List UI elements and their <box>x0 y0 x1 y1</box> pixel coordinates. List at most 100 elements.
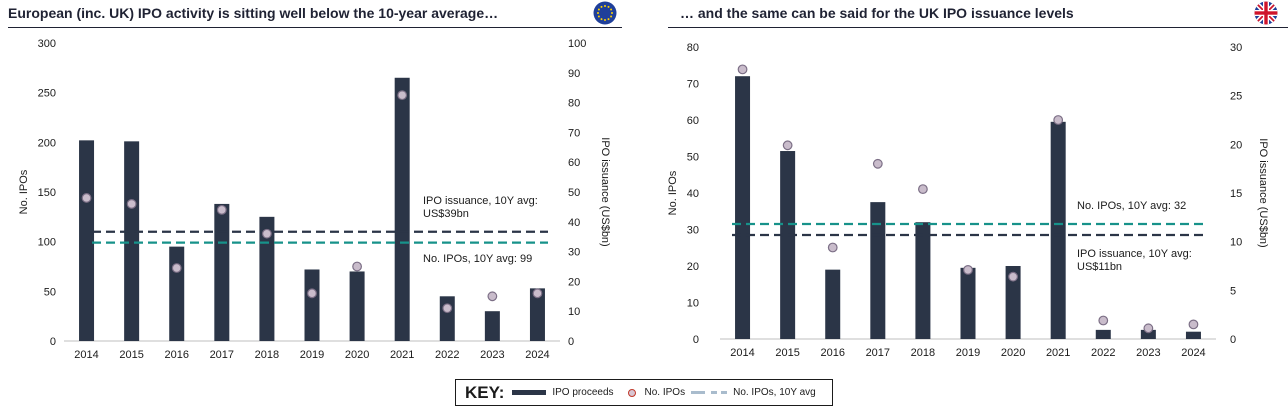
y-left-tick-label: 150 <box>38 187 56 199</box>
dot-no-ipos <box>262 228 272 239</box>
y-right-tick-label: 10 <box>568 306 580 318</box>
y-right-axis-title: IPO issuance (US$bn) <box>1257 138 1269 247</box>
key-item-no-ipos-avg: No. IPOs, 10Y avg <box>691 387 816 398</box>
key-label: IPO proceeds <box>552 387 614 398</box>
y-right-tick-label: 30 <box>1230 42 1242 54</box>
bar-swatch-icon <box>512 390 547 395</box>
bar-ipo-proceeds <box>304 269 320 341</box>
y-right-tick-label: 0 <box>1230 334 1236 346</box>
left-chart: 0 50 100 150 200 250 300 0 10 20 30 40 50 60 70 80 90 100… <box>18 38 611 361</box>
dot-no-ipos <box>442 303 453 314</box>
y-right-tick-label: 0 <box>568 336 574 348</box>
x-tick-label: 2022 <box>1091 347 1115 359</box>
y-right-tick-label: 20 <box>568 276 580 288</box>
uk-flag-icon <box>1254 1 1278 25</box>
dot-no-ipos <box>352 261 362 272</box>
dot-no-ipos <box>1143 323 1154 334</box>
reference-line-label: IPO issuance, 10Y avg: <box>1077 248 1192 260</box>
y-left-tick-label: 70 <box>687 79 699 91</box>
dot-no-ipos <box>872 158 883 169</box>
x-tick-label: 2021 <box>1046 347 1070 359</box>
x-tick-label: 2022 <box>435 349 459 361</box>
bar-ipo-proceeds <box>1005 266 1021 339</box>
bar-ipo-proceeds <box>915 222 931 339</box>
y-left-tick-label: 0 <box>50 336 56 348</box>
left-chart-panel: European (inc. UK) IPO activity is sitti… <box>0 0 622 372</box>
x-tick-label: 2023 <box>1136 347 1160 359</box>
y-right-tick-label: 30 <box>568 247 580 259</box>
dot-no-ipos <box>216 204 227 215</box>
x-tick-label: 2018 <box>911 347 935 359</box>
bar-ipo-proceeds <box>394 77 410 342</box>
y-left-tick-label: 10 <box>687 298 699 310</box>
y-left-tick-label: 20 <box>687 261 699 273</box>
key-item-no-ipos: No. IPOs <box>620 387 686 398</box>
key-item-ipo-proceeds: IPO proceeds <box>512 387 614 398</box>
dot-no-ipos <box>171 263 182 273</box>
right-chart: 0 10 20 30 40 50 60 70 80 0 5 10 15 20 25 30 No. IPOs IPO… <box>667 42 1269 359</box>
key-title: KEY: <box>465 382 505 402</box>
bar-ipo-proceeds <box>124 141 140 341</box>
dot-no-ipos <box>1053 115 1064 125</box>
bar-ipo-proceeds <box>825 269 841 339</box>
dot-no-ipos <box>782 140 793 151</box>
y-left-tick-label: 0 <box>693 334 699 346</box>
y-left-tick-label: 40 <box>687 188 699 200</box>
reference-line-label: No. IPOs, 10Y avg: 32 <box>1077 200 1186 212</box>
x-tick-label: 2019 <box>300 349 324 361</box>
bar-ipo-proceeds <box>1185 331 1201 339</box>
chart-key: KEY: IPO proceeds No. IPOs No. IPOs, 10Y… <box>455 379 833 406</box>
bar-ipo-proceeds <box>79 140 95 341</box>
bar-ipo-proceeds <box>960 267 976 339</box>
x-tick-label: 2024 <box>525 349 549 361</box>
y-right-tick-label: 10 <box>1230 237 1242 249</box>
eu-flag-icon <box>593 1 617 25</box>
dot-no-ipos <box>1098 315 1109 326</box>
dot-no-ipos <box>963 264 973 275</box>
y-left-tick-label: 250 <box>38 88 56 100</box>
y-left-axis-title: No. IPOs <box>667 170 679 215</box>
right-chart-title: … and the same can be said for the UK IP… <box>680 5 1074 21</box>
y-right-tick-label: 5 <box>1230 285 1236 297</box>
x-tick-label: 2020 <box>345 349 369 361</box>
dot-no-ipos <box>126 199 137 209</box>
bar-ipo-proceeds <box>349 271 365 341</box>
y-right-tick-label: 50 <box>568 187 580 199</box>
y-right-tick-label: 20 <box>1230 139 1242 151</box>
bar-ipo-proceeds <box>529 288 545 341</box>
left-title-rule <box>8 27 622 28</box>
bar-ipo-proceeds <box>484 311 500 341</box>
y-left-tick-label: 60 <box>687 115 699 127</box>
bar-ipo-proceeds <box>439 296 455 341</box>
x-tick-label: 2016 <box>164 349 188 361</box>
bar-ipo-proceeds <box>1140 329 1156 339</box>
bar-ipo-proceeds <box>214 203 230 341</box>
key-label: No. IPOs, 10Y avg <box>733 387 816 398</box>
reference-line-label: No. IPOs, 10Y avg: 99 <box>423 253 532 265</box>
dash-swatch-icon <box>711 391 728 394</box>
key-label: No. IPOs <box>644 387 686 398</box>
reference-line-label: US$11bn <box>1077 261 1122 273</box>
y-right-tick-label: 60 <box>568 157 580 169</box>
y-right-tick-label: 70 <box>568 127 580 139</box>
y-left-tick-label: 300 <box>38 38 56 50</box>
dot-no-ipos <box>397 90 408 101</box>
x-tick-label: 2021 <box>390 349 414 361</box>
x-tick-label: 2020 <box>1001 347 1025 359</box>
x-tick-label: 2014 <box>730 347 754 359</box>
bar-ipo-proceeds <box>1095 329 1111 339</box>
reference-line-label: IPO issuance, 10Y avg: <box>423 195 538 207</box>
bar-ipo-proceeds <box>1050 121 1066 339</box>
dot-no-ipos <box>81 193 92 203</box>
x-tick-label: 2018 <box>255 349 279 361</box>
y-left-tick-label: 30 <box>687 225 699 237</box>
y-right-axis-title: IPO issuance (US$bn) <box>599 137 611 246</box>
bar-ipo-proceeds <box>780 151 796 339</box>
dot-no-ipos <box>737 64 748 75</box>
y-right-tick-label: 15 <box>1230 188 1242 200</box>
y-left-tick-label: 50 <box>44 286 56 298</box>
x-tick-label: 2017 <box>866 347 890 359</box>
dot-no-ipos <box>532 288 543 299</box>
y-left-tick-label: 200 <box>38 137 56 149</box>
y-left-tick-label: 50 <box>687 152 699 164</box>
